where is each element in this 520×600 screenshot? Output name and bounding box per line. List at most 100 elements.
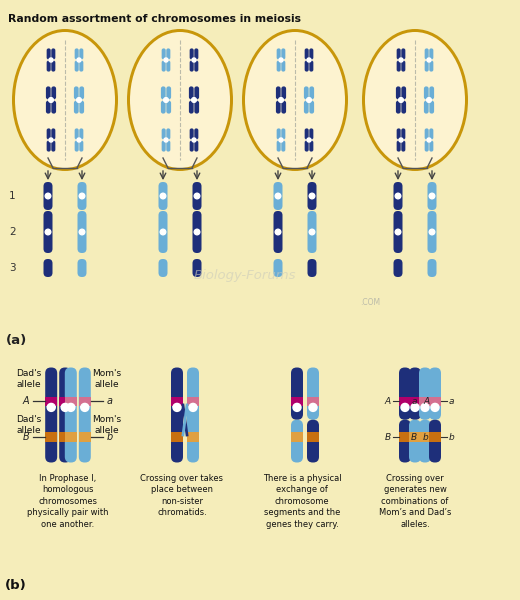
Circle shape (79, 229, 85, 235)
Bar (419, 432, 431, 442)
Text: 1: 1 (9, 191, 16, 201)
Bar (307, 397, 319, 406)
FancyBboxPatch shape (189, 101, 193, 113)
FancyBboxPatch shape (281, 140, 285, 152)
FancyBboxPatch shape (171, 367, 183, 463)
Text: Crossing over takes
place between
non-sister
chromatids.: Crossing over takes place between non-si… (140, 474, 224, 517)
FancyBboxPatch shape (425, 140, 428, 152)
FancyBboxPatch shape (51, 140, 55, 152)
Text: B: B (411, 433, 417, 442)
FancyBboxPatch shape (401, 128, 406, 139)
FancyBboxPatch shape (77, 259, 86, 277)
FancyBboxPatch shape (192, 259, 202, 277)
FancyBboxPatch shape (75, 128, 79, 139)
Circle shape (395, 193, 401, 199)
FancyBboxPatch shape (65, 367, 77, 463)
Bar (45, 397, 57, 406)
FancyBboxPatch shape (79, 367, 91, 463)
FancyBboxPatch shape (430, 86, 434, 100)
FancyBboxPatch shape (159, 211, 167, 253)
Text: A: A (22, 396, 29, 406)
Circle shape (160, 229, 166, 235)
FancyBboxPatch shape (419, 367, 431, 420)
FancyBboxPatch shape (3, 348, 517, 590)
FancyBboxPatch shape (277, 140, 281, 152)
FancyBboxPatch shape (429, 420, 441, 463)
FancyBboxPatch shape (305, 49, 309, 59)
FancyBboxPatch shape (77, 182, 86, 210)
FancyBboxPatch shape (74, 101, 79, 113)
FancyBboxPatch shape (79, 49, 83, 59)
Circle shape (395, 229, 401, 235)
FancyBboxPatch shape (162, 140, 166, 152)
FancyBboxPatch shape (276, 101, 281, 113)
FancyBboxPatch shape (162, 128, 166, 139)
Text: A: A (385, 397, 391, 406)
FancyBboxPatch shape (397, 140, 401, 152)
Circle shape (47, 401, 55, 409)
Bar (291, 432, 303, 442)
Circle shape (77, 138, 81, 142)
FancyBboxPatch shape (309, 128, 314, 139)
FancyBboxPatch shape (430, 101, 434, 113)
FancyBboxPatch shape (430, 49, 433, 59)
Circle shape (309, 403, 317, 412)
FancyBboxPatch shape (427, 259, 436, 277)
FancyBboxPatch shape (190, 49, 194, 59)
FancyBboxPatch shape (190, 128, 194, 139)
FancyBboxPatch shape (77, 211, 86, 253)
Bar (79, 432, 91, 442)
FancyBboxPatch shape (274, 259, 282, 277)
Circle shape (192, 58, 196, 62)
Text: a: a (107, 396, 113, 406)
Circle shape (45, 193, 51, 199)
FancyBboxPatch shape (59, 367, 71, 463)
FancyBboxPatch shape (401, 49, 406, 59)
FancyBboxPatch shape (190, 140, 194, 152)
Circle shape (173, 401, 181, 409)
Text: a: a (411, 397, 417, 406)
FancyBboxPatch shape (401, 101, 406, 113)
Ellipse shape (12, 29, 118, 171)
FancyBboxPatch shape (399, 367, 411, 420)
Bar (79, 397, 91, 406)
Circle shape (49, 58, 53, 62)
FancyBboxPatch shape (44, 182, 53, 210)
Circle shape (164, 58, 168, 62)
FancyBboxPatch shape (79, 61, 83, 71)
FancyBboxPatch shape (424, 101, 428, 113)
FancyBboxPatch shape (305, 61, 309, 71)
FancyBboxPatch shape (309, 86, 314, 100)
Ellipse shape (365, 32, 465, 168)
Ellipse shape (362, 29, 468, 171)
FancyBboxPatch shape (166, 140, 171, 152)
FancyBboxPatch shape (281, 128, 285, 139)
Text: b: b (107, 432, 113, 442)
FancyBboxPatch shape (401, 140, 406, 152)
Circle shape (76, 98, 81, 103)
Circle shape (399, 98, 404, 103)
Ellipse shape (127, 29, 233, 171)
Circle shape (399, 58, 403, 62)
Circle shape (160, 193, 166, 199)
Circle shape (309, 193, 315, 199)
FancyBboxPatch shape (309, 140, 314, 152)
Bar (307, 432, 319, 442)
FancyBboxPatch shape (3, 3, 517, 329)
Circle shape (192, 138, 196, 142)
Circle shape (307, 138, 311, 142)
FancyBboxPatch shape (194, 49, 198, 59)
FancyBboxPatch shape (162, 49, 166, 59)
Bar (409, 397, 421, 406)
Circle shape (426, 98, 432, 103)
FancyBboxPatch shape (277, 128, 281, 139)
FancyBboxPatch shape (192, 211, 202, 253)
Circle shape (279, 98, 283, 103)
Text: Biology-Forums: Biology-Forums (194, 269, 296, 283)
FancyBboxPatch shape (274, 211, 282, 253)
Circle shape (45, 229, 51, 235)
Circle shape (49, 98, 54, 103)
FancyBboxPatch shape (396, 101, 400, 113)
FancyBboxPatch shape (44, 259, 53, 277)
FancyBboxPatch shape (425, 49, 428, 59)
